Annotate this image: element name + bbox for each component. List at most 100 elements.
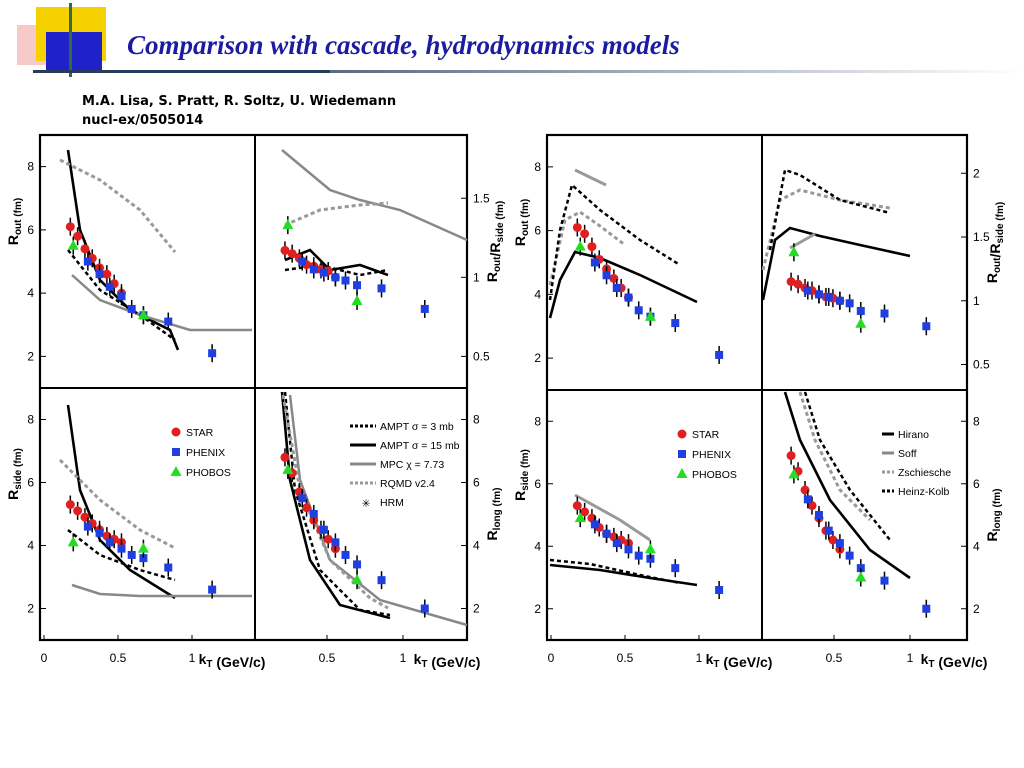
y-axis-label: Rout/Rside (fm) [484,201,506,282]
model-curve [58,458,176,550]
y-tick-label: 0.5 [973,358,990,372]
model-curve [548,210,626,286]
phenix-point [880,576,889,585]
y-tick-label: 4 [27,286,34,300]
legend-label: PHENIX [186,447,225,459]
y-tick-label: 0.5 [473,349,490,363]
phenix-point [922,604,931,613]
y-axis-label: Rlong (fm) [484,488,503,541]
phenix-point [309,265,318,274]
phenix-point [803,495,812,504]
phenix-point [634,306,643,315]
phenix-point [671,319,680,328]
y-tick-label: 1.5 [973,230,990,244]
phenix-point [715,586,724,594]
phenix-point [845,551,854,560]
legend-model-label: HRM [380,497,404,509]
legend-label: PHENIX [692,449,731,461]
phobos-point [282,463,294,474]
star-point [572,222,582,232]
x-axis-label: kT (GeV/c) [921,651,988,670]
legend-star-marker [677,429,687,439]
model-curve [71,274,252,332]
phenix-point [139,554,148,563]
phenix-point [127,304,136,313]
phenix-point [127,550,136,559]
phenix-point [856,306,865,315]
phenix-point [814,290,823,299]
deco-vertical-line [69,3,72,77]
y-tick-label: 4 [534,287,541,301]
legend-model-label: Soff [898,448,917,460]
x-axis-label: kT (GeV/c) [199,651,266,670]
y-tick-label: 4 [534,539,541,553]
phobos-point [351,574,363,585]
x-tick-label: 0.5 [617,651,634,665]
phenix-point [824,292,833,301]
model-curve [284,201,389,227]
phobos-point [574,512,586,523]
star-point [65,500,75,510]
x-tick-label: 0.5 [319,651,336,665]
legend-phobos-marker [676,468,688,478]
model-curve [574,168,607,187]
x-axis-label: kT (GeV/c) [706,651,773,670]
phenix-point [634,551,643,560]
model-curve [574,493,651,542]
model-curve [66,404,176,600]
legend-phenix-marker [172,448,180,456]
phenix-point [612,284,621,292]
phenix-point [814,511,823,519]
phenix-point [164,317,173,326]
phenix-point [331,273,340,282]
star-point [786,277,796,287]
legend-model-label: MPC χ = 7.73 [380,459,444,471]
phenix-point [602,271,611,280]
star-point [323,534,333,544]
star-point [786,451,796,461]
phobos-point [855,317,867,328]
phenix-point [845,299,854,308]
star-point [287,249,297,259]
phenix-point [835,539,844,548]
model-curve [71,583,252,598]
legend-label: PHOBOS [186,467,231,479]
phenix-point [671,564,680,573]
phenix-point [646,554,655,563]
legend-label: STAR [692,429,720,441]
y-tick-label: 2 [973,602,980,616]
model-curve [281,394,389,610]
x-tick-label: 1 [400,651,407,665]
phenix-point [298,257,307,266]
model-curve [281,149,468,242]
star-point [280,245,290,255]
star-point [302,503,312,513]
y-tick-label: 6 [973,477,980,491]
phenix-point [331,538,340,547]
phobos-point [282,219,294,230]
y-axis-label: Rside (fm) [5,448,24,500]
phenix-point [117,292,126,301]
model-curve [548,182,681,301]
phenix-point [922,322,931,331]
phenix-point [309,510,318,518]
deco-rule-fade [330,70,1024,73]
slide-title: Comparison with cascade, hydrodynamics m… [127,30,680,60]
x-axis-label: kT (GeV/c) [414,651,481,670]
x-tick-label: 0 [548,651,555,665]
phenix-point [420,604,429,613]
star-point [587,242,597,252]
star-point [80,244,90,254]
phenix-point [83,522,92,531]
legend-star-marker [171,427,181,437]
phenix-point [341,276,350,285]
star-point [580,229,590,239]
phobos-point [855,571,867,582]
model-curve [66,149,180,351]
y-tick-label: 8 [27,413,34,427]
y-tick-label: 8 [473,413,480,427]
reference: nucl-ex/0505014 [82,113,204,128]
deco-rule-dark [33,70,333,73]
x-tick-label: 0.5 [110,651,127,665]
star-point [73,506,83,516]
